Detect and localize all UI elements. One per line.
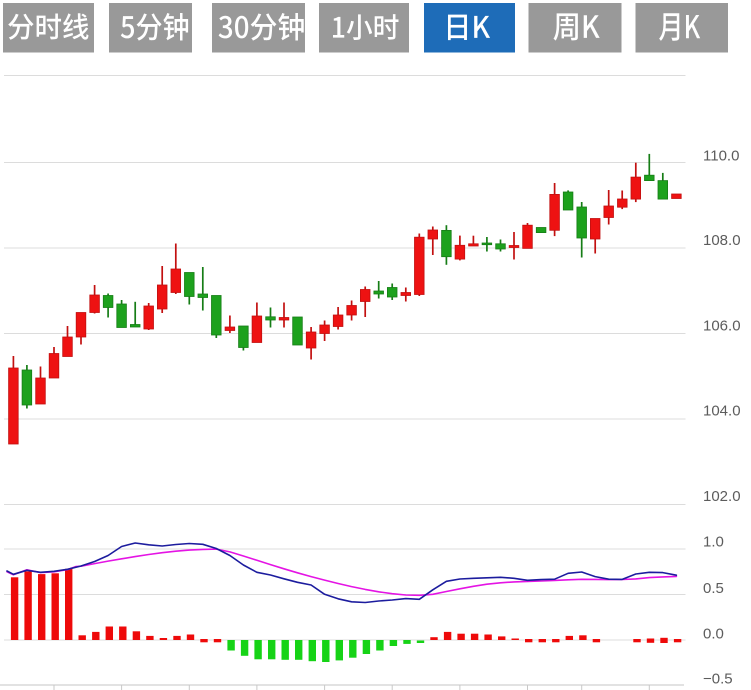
svg-text:102.0: 102.0 [703, 488, 741, 505]
svg-text:104.0: 104.0 [703, 402, 741, 419]
svg-text:108.0: 108.0 [703, 232, 741, 249]
svg-text:0.0: 0.0 [703, 625, 724, 642]
svg-text:−0.5: −0.5 [703, 670, 733, 687]
svg-text:106.0: 106.0 [703, 317, 741, 334]
svg-text:0.5: 0.5 [703, 580, 724, 597]
svg-text:1.0: 1.0 [703, 533, 724, 550]
svg-text:110.0: 110.0 [703, 147, 739, 164]
